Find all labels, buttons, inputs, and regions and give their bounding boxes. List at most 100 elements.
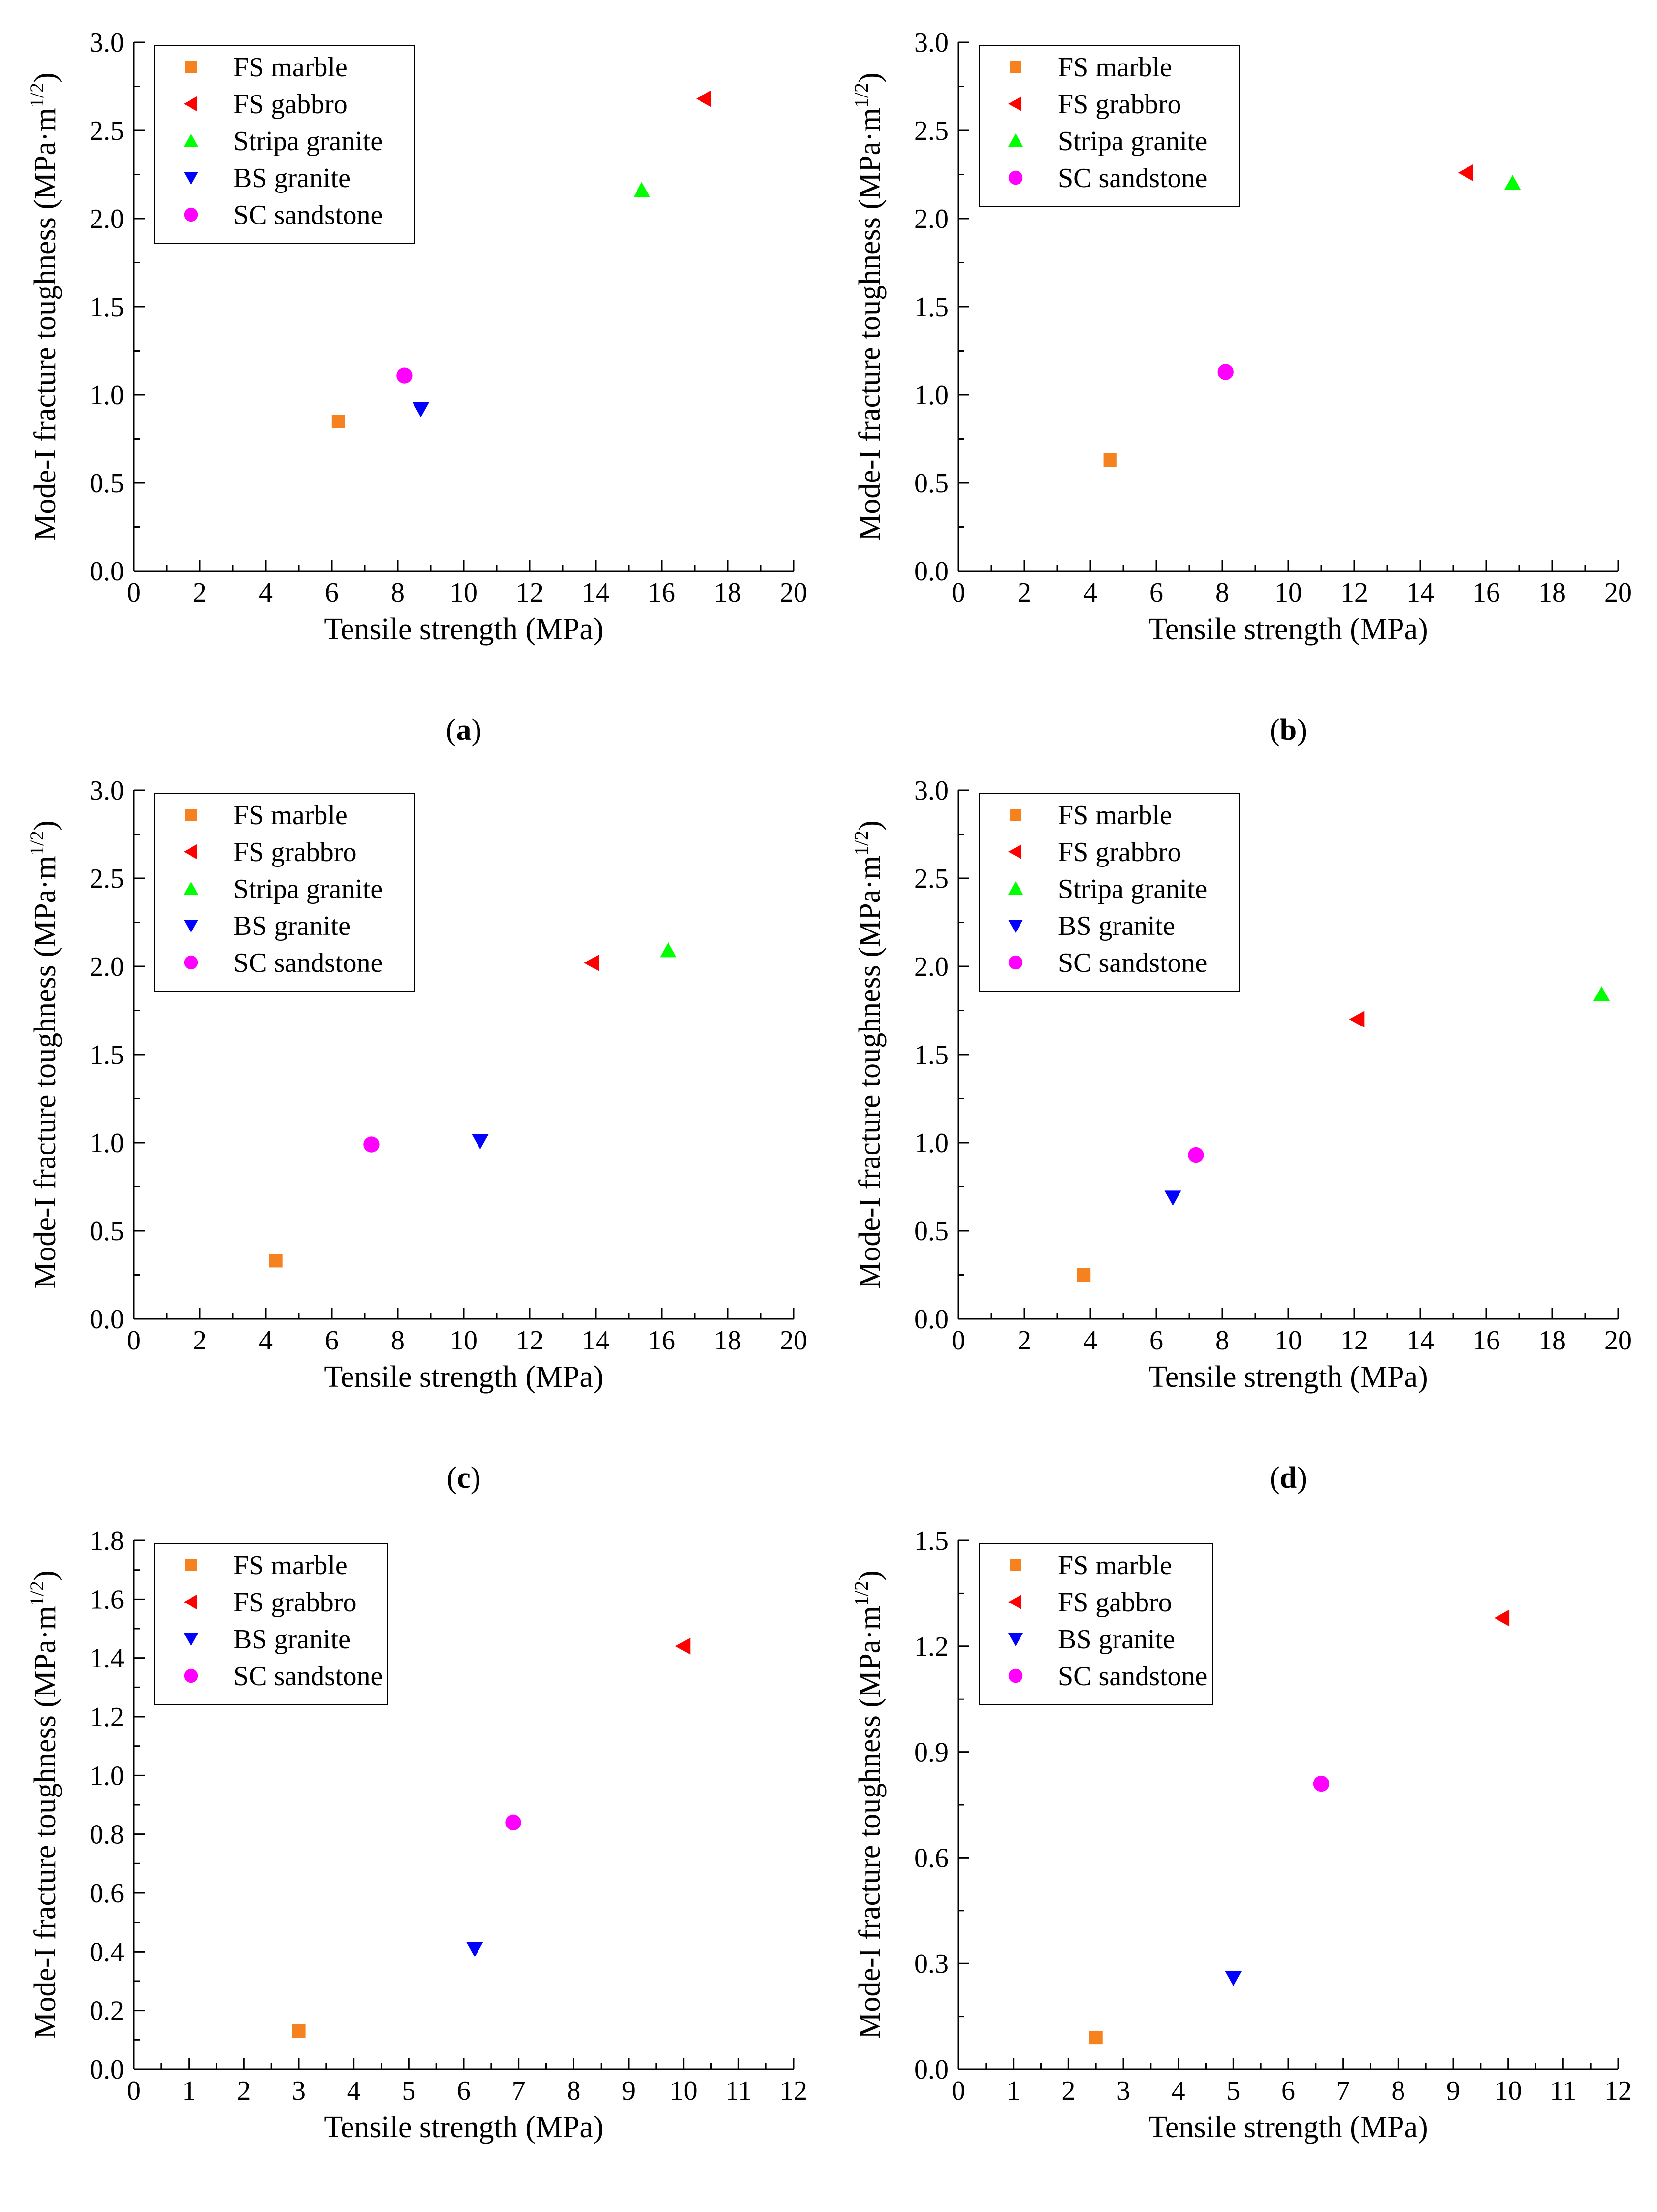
x-tick-label: 10 (1275, 1325, 1302, 1356)
y-tick-label: 0.0 (914, 556, 949, 587)
legend-marker (1008, 1668, 1023, 1683)
legend-label: FS marble (233, 52, 348, 83)
legend-marker (1008, 96, 1021, 111)
x-tick-label: 6 (1281, 2076, 1295, 2106)
data-point (363, 1136, 380, 1153)
y-tick-label: 1.5 (914, 292, 949, 322)
x-tick-label: 1 (1007, 2076, 1020, 2106)
legend-label: FS marble (1058, 52, 1172, 83)
x-tick-label: 1 (182, 2076, 196, 2106)
data-point (292, 2024, 306, 2038)
data-point (675, 1637, 691, 1655)
y-tick-label: 0.6 (90, 1878, 124, 1909)
legend-marker (185, 809, 197, 821)
x-tick-label: 0 (127, 1325, 141, 1356)
y-tick-label: 3.0 (914, 28, 949, 58)
x-tick-label: 14 (1406, 577, 1434, 608)
legend-label: FS marble (233, 800, 348, 831)
y-tick-label: 0.0 (914, 2054, 949, 2085)
x-tick-label: 0 (127, 577, 141, 608)
legend-label: FS gabbro (233, 89, 348, 120)
legend-label: SC sandstone (233, 948, 382, 978)
legend-box (979, 793, 1240, 992)
y-tick-label: 0.9 (914, 1737, 949, 1768)
legend-label: Stripa granite (1058, 126, 1207, 157)
y-tick-label: 0.3 (914, 1949, 949, 1979)
x-tick-label: 10 (670, 2076, 698, 2106)
legend-marker (1010, 1559, 1021, 1571)
data-point (396, 367, 413, 384)
y-tick-label: 3.0 (90, 775, 124, 806)
legend-label: SC sandstone (1058, 1661, 1207, 1692)
y-tick-label: 1.0 (90, 1128, 124, 1158)
y-tick-label: 3.0 (90, 28, 124, 58)
x-tick-label: 14 (1406, 1325, 1434, 1356)
x-axis-title: Tensile strength (MPa) (1148, 612, 1428, 646)
y-tick-label: 1.4 (90, 1643, 124, 1674)
y-tick-label: 0.0 (90, 556, 124, 587)
x-axis-title: Tensile strength (MPa) (1148, 2111, 1428, 2144)
x-axis-title: Tensile strength (MPa) (1148, 1360, 1428, 1394)
data-point (412, 402, 429, 417)
x-tick-label: 5 (402, 2076, 415, 2106)
x-tick-label: 0 (952, 577, 965, 608)
y-tick-label: 1.0 (90, 1761, 124, 1791)
x-tick-label: 0 (952, 2076, 965, 2106)
legend-marker (184, 133, 198, 147)
x-tick-label: 7 (512, 2076, 526, 2106)
x-tick-label: 4 (259, 577, 273, 608)
panel-label: (b) (1270, 713, 1307, 747)
y-tick-label: 3.0 (914, 775, 949, 806)
x-tick-label: 3 (292, 2076, 306, 2106)
y-axis-title: Mode-I fracture toughness (MPa·m1/2) (26, 72, 62, 541)
x-axis-title: Tensile strength (MPa) (324, 2111, 603, 2144)
data-point (1103, 453, 1117, 467)
data-point (466, 1942, 483, 1957)
panel-label: (d) (1270, 1461, 1307, 1495)
x-tick-label: 0 (127, 2076, 141, 2106)
legend-label: Stripa granite (233, 874, 382, 904)
x-tick-label: 12 (516, 577, 543, 608)
legend-marker (184, 1595, 197, 1609)
y-axis-title: Mode-I fracture toughness (MPa·m1/2) (850, 72, 887, 541)
x-tick-label: 16 (648, 1325, 675, 1356)
data-point (1349, 1011, 1365, 1028)
x-tick-label: 2 (193, 1325, 207, 1356)
y-tick-label: 2.0 (90, 952, 124, 982)
x-tick-label: 14 (582, 577, 609, 608)
legend-marker (1010, 61, 1021, 73)
legend-marker (1008, 133, 1023, 147)
legend-marker (1008, 170, 1023, 185)
panel-label: (c) (447, 1461, 481, 1495)
y-tick-label: 1.2 (90, 1702, 124, 1732)
y-tick-label: 2.5 (914, 864, 949, 894)
chart-panel-d: 0 2 4 6 8 10 12 14 16 18 20 0.0 0.5 1.0 1.5 2.0 2.5 3.0 Te… (850, 775, 1632, 1495)
y-tick-label: 0.6 (914, 1843, 949, 1873)
data-point (1313, 1775, 1330, 1792)
legend-label: FS grabbro (233, 1587, 356, 1618)
data-point (584, 954, 599, 971)
legend-label: Stripa granite (233, 126, 382, 157)
y-tick-label: 0.0 (90, 2054, 124, 2085)
y-tick-label: 0.8 (90, 1820, 124, 1850)
x-tick-label: 4 (347, 2076, 361, 2106)
data-point (1593, 986, 1610, 1001)
x-tick-label: 20 (1604, 577, 1632, 608)
legend-marker (185, 1559, 197, 1571)
legend-label: FS grabbro (1058, 89, 1181, 120)
legend-label: BS granite (1058, 1624, 1175, 1655)
y-tick-label: 1.0 (90, 380, 124, 411)
x-tick-label: 10 (1275, 577, 1302, 608)
y-tick-label: 2.5 (914, 116, 949, 146)
x-tick-label: 16 (1472, 577, 1500, 608)
x-tick-label: 12 (780, 2076, 807, 2106)
legend-marker (1008, 920, 1023, 933)
x-tick-label: 8 (567, 2076, 580, 2106)
data-point (1225, 1971, 1242, 1986)
x-tick-label: 20 (1604, 1325, 1632, 1356)
legend-label: BS granite (233, 163, 351, 193)
legend-marker (184, 172, 198, 185)
x-tick-label: 8 (1215, 1325, 1229, 1356)
y-tick-label: 0.5 (90, 1216, 124, 1247)
data-point (1458, 164, 1473, 181)
